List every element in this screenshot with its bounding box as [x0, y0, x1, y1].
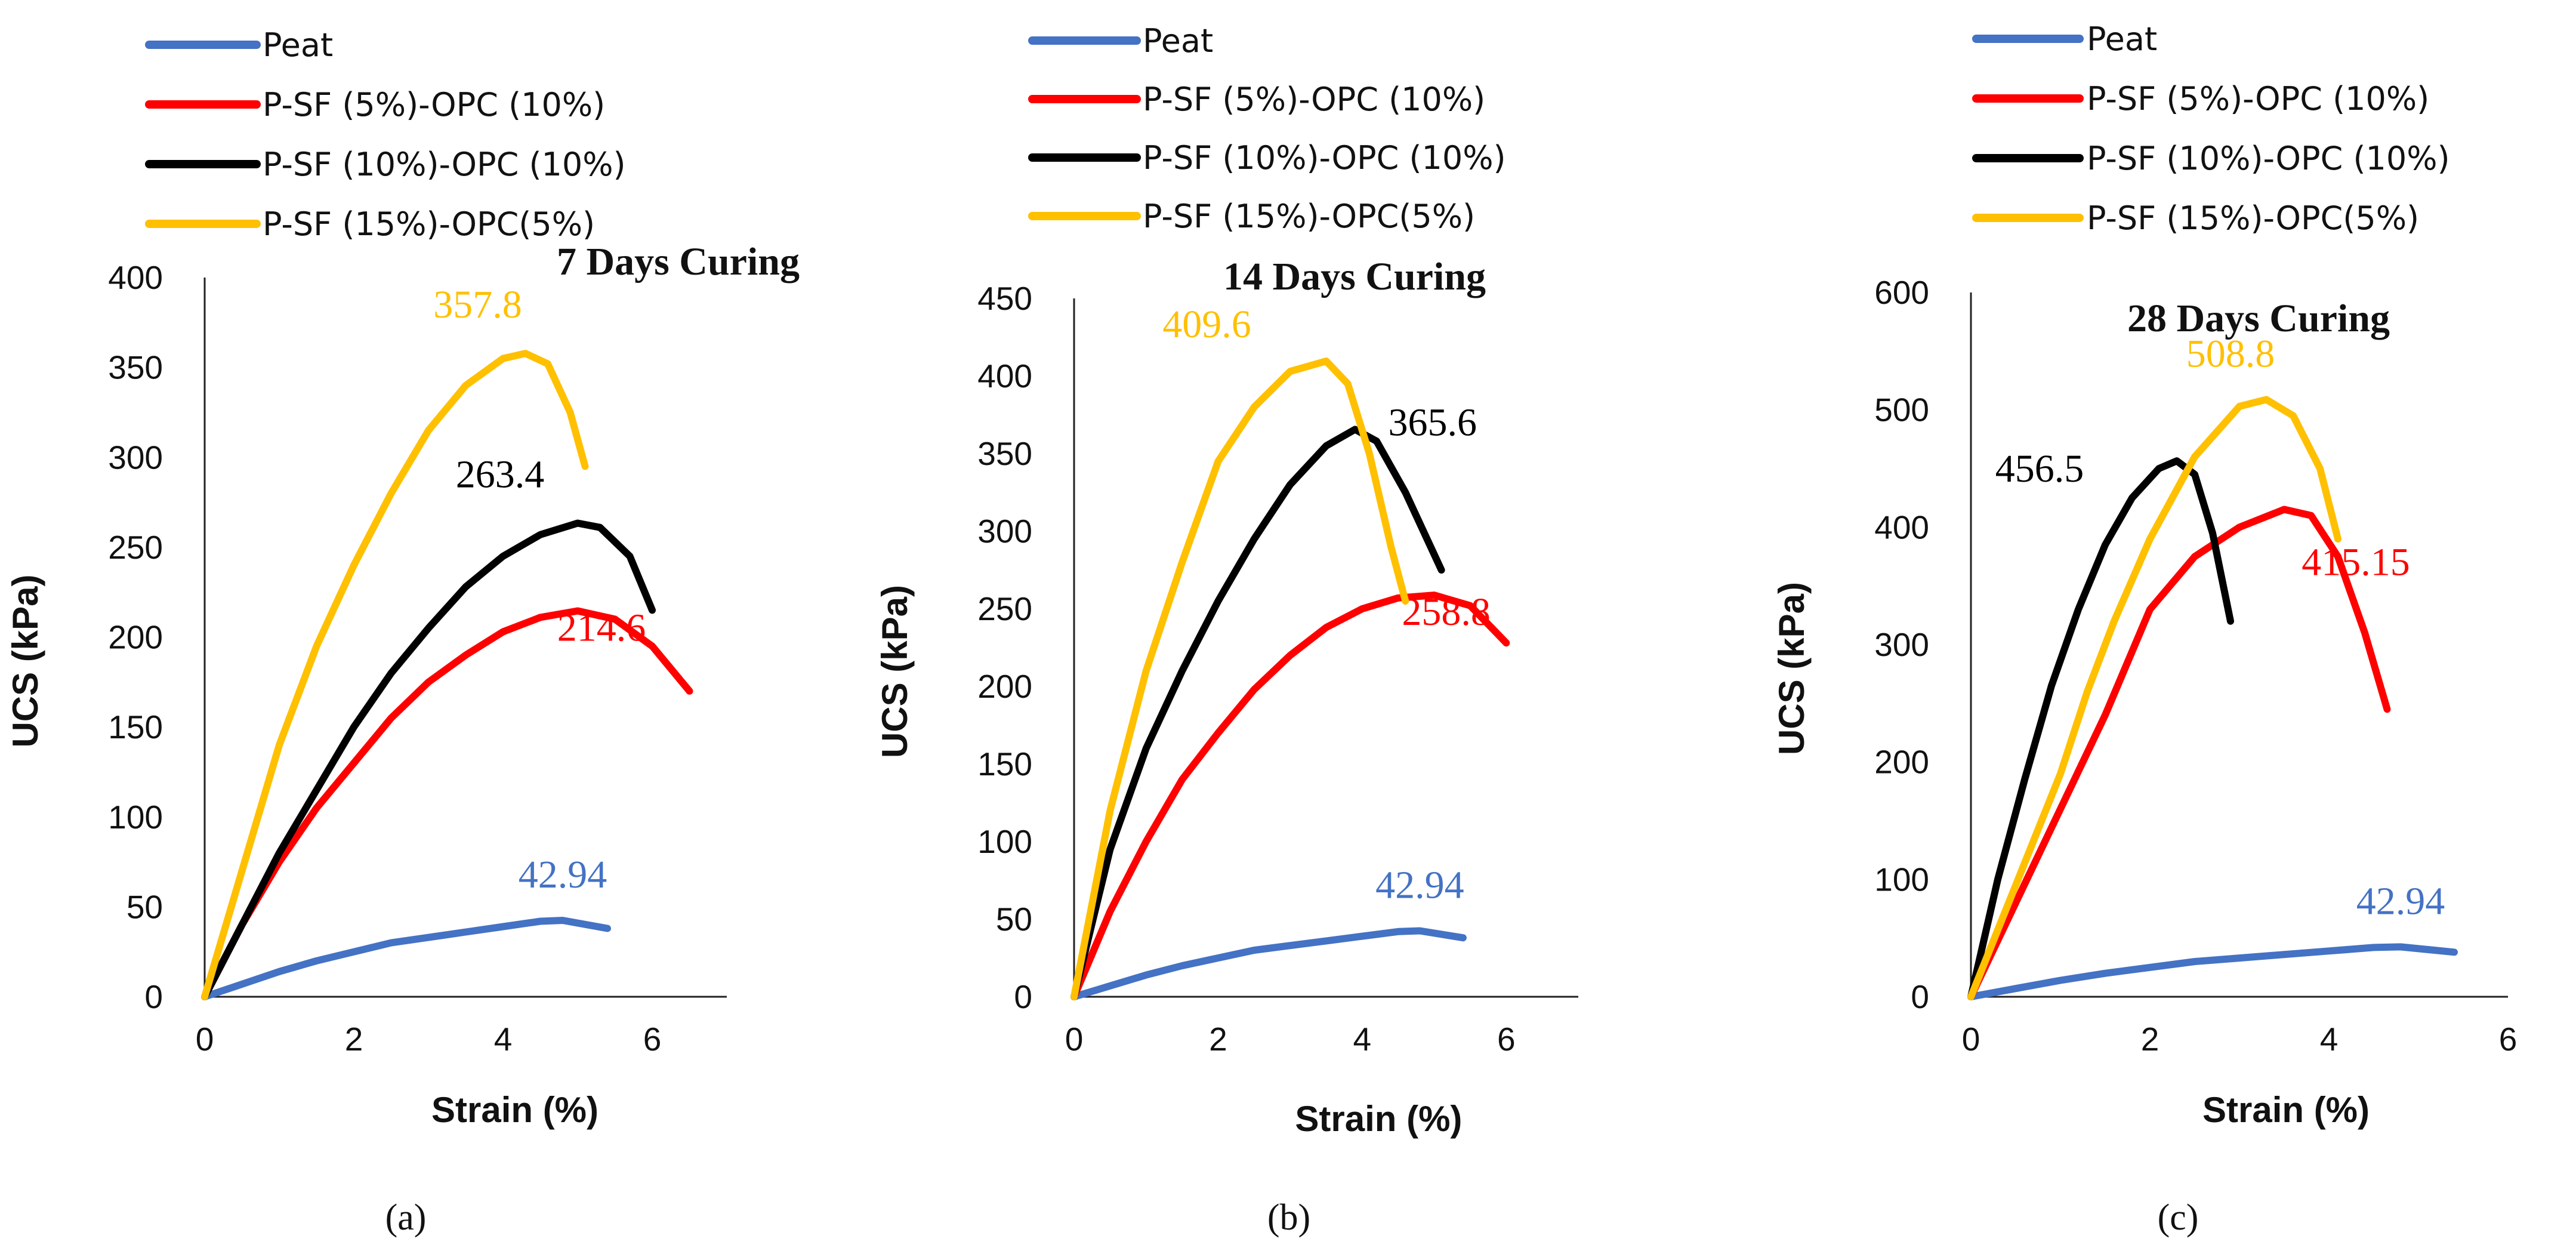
chart-panel-3: Peat P-SF (5%)-OPC (10%) P-SF (10%)-OPC (1…	[1772, 20, 2517, 1238]
y-tick-label: 0	[144, 978, 163, 1015]
x-tick-label: 2	[345, 1021, 363, 1058]
y-tick-label: 300	[977, 513, 1032, 550]
y-tick-label: 400	[977, 358, 1032, 395]
legend-entry: P-SF (10%)-OPC (10%)	[2087, 140, 2450, 177]
y-tick-label: 450	[977, 280, 1032, 317]
peak-value-label: 415.15	[2302, 541, 2410, 584]
y-tick-label: 200	[108, 619, 163, 656]
series-line	[1967, 457, 2234, 1000]
y-tick-label: 500	[1874, 392, 1929, 429]
y-tick-label: 150	[108, 708, 163, 745]
x-axis-title: Strain (%)	[2202, 1090, 2370, 1130]
panel-label: (a)	[385, 1197, 427, 1238]
y-axis-title: UCS (kPa)	[1772, 582, 1812, 755]
peak-value-label: 214.6	[557, 606, 646, 650]
peak-value-label: 409.6	[1162, 303, 1251, 346]
chart-title: 28 Days Curing	[2127, 297, 2390, 340]
peak-value-label: 357.8	[433, 283, 522, 326]
chart-panel-1: Peat P-SF (5%)-OPC (10%) P-SF (10%)-OPC (1…	[5, 26, 800, 1238]
peak-value-label: 42.94	[519, 853, 607, 896]
peak-value-label: 42.94	[1375, 864, 1464, 907]
chart-title: 7 Days Curing	[557, 240, 800, 284]
series-line	[1967, 396, 2341, 1000]
x-tick-label: 4	[1353, 1021, 1372, 1058]
y-tick-label: 250	[108, 529, 163, 566]
peak-value-label: 263.4	[456, 453, 545, 497]
y-tick-label: 50	[127, 888, 163, 925]
series-line	[201, 607, 693, 1000]
y-axis-title: UCS (kPa)	[875, 585, 915, 758]
y-tick-label: 600	[1874, 274, 1929, 311]
y-tick-label: 100	[108, 799, 163, 836]
chart-panel-2: Peat P-SF (5%)-OPC (10%) P-SF (10%)-OPC (1…	[875, 22, 1578, 1238]
x-axis-title: Strain (%)	[1295, 1099, 1462, 1139]
x-tick-label: 4	[494, 1021, 513, 1058]
series-line	[1070, 426, 1445, 1000]
series-line	[1070, 927, 1467, 1000]
legend-entry: Peat	[2087, 20, 2157, 58]
y-tick-label: 100	[977, 823, 1032, 860]
series-line	[201, 917, 611, 1000]
y-tick-label: 150	[977, 745, 1032, 782]
peak-value-label: 365.6	[1389, 400, 1477, 444]
y-tick-label: 100	[1874, 861, 1929, 898]
x-tick-label: 0	[1962, 1021, 1980, 1058]
peak-value-label: 456.5	[1995, 447, 2084, 491]
legend-entry: P-SF (5%)-OPC (10%)	[2087, 80, 2429, 118]
legend-entry: Peat	[1143, 22, 1213, 60]
legend-entry: P-SF (5%)-OPC (10%)	[263, 86, 605, 124]
peak-value-label: 508.8	[2186, 332, 2275, 375]
peak-value-label: 42.94	[2356, 879, 2445, 923]
panel-label: (b)	[1267, 1197, 1310, 1238]
y-axis-title: UCS (kPa)	[5, 574, 45, 747]
y-tick-label: 300	[1874, 626, 1929, 663]
peak-value-label: 258.8	[1402, 590, 1491, 634]
series-line	[1070, 591, 1510, 1000]
y-tick-label: 400	[1874, 509, 1929, 546]
x-tick-label: 2	[2141, 1021, 2159, 1058]
y-tick-label: 200	[1874, 744, 1929, 781]
series-line	[201, 350, 589, 1000]
x-tick-label: 6	[2499, 1021, 2518, 1058]
y-tick-label: 300	[108, 439, 163, 476]
x-tick-label: 0	[196, 1021, 214, 1058]
y-tick-label: 50	[996, 901, 1032, 938]
series-line	[1070, 358, 1409, 1000]
series-line	[201, 519, 656, 1000]
legend-entry: P-SF (15%)-OPC(5%)	[2087, 199, 2419, 237]
x-tick-label: 0	[1065, 1021, 1084, 1058]
x-tick-label: 4	[2320, 1021, 2339, 1058]
y-tick-label: 350	[108, 349, 163, 386]
y-tick-label: 0	[1014, 978, 1032, 1015]
y-tick-label: 0	[1911, 978, 1929, 1015]
legend-entry: P-SF (10%)-OPC (10%)	[1143, 139, 1506, 177]
legend-entry: P-SF (15%)-OPC(5%)	[1143, 198, 1475, 235]
chart-title: 14 Days Curing	[1223, 255, 1486, 298]
y-tick-label: 350	[977, 435, 1032, 472]
x-tick-label: 6	[1497, 1021, 1516, 1058]
x-tick-label: 2	[1209, 1021, 1227, 1058]
y-tick-label: 200	[977, 668, 1032, 705]
series-line	[1967, 943, 2458, 1000]
x-tick-label: 6	[643, 1021, 662, 1058]
x-axis-title: Strain (%)	[431, 1090, 599, 1130]
y-tick-label: 250	[977, 590, 1032, 627]
legend-entry: P-SF (15%)-OPC(5%)	[263, 205, 595, 243]
legend-entry: P-SF (10%)-OPC (10%)	[263, 146, 626, 183]
legend-entry: P-SF (5%)-OPC (10%)	[1143, 81, 1485, 118]
panel-label: (c)	[2158, 1197, 2199, 1238]
y-tick-label: 400	[108, 259, 163, 296]
legend-entry: Peat	[263, 26, 333, 64]
